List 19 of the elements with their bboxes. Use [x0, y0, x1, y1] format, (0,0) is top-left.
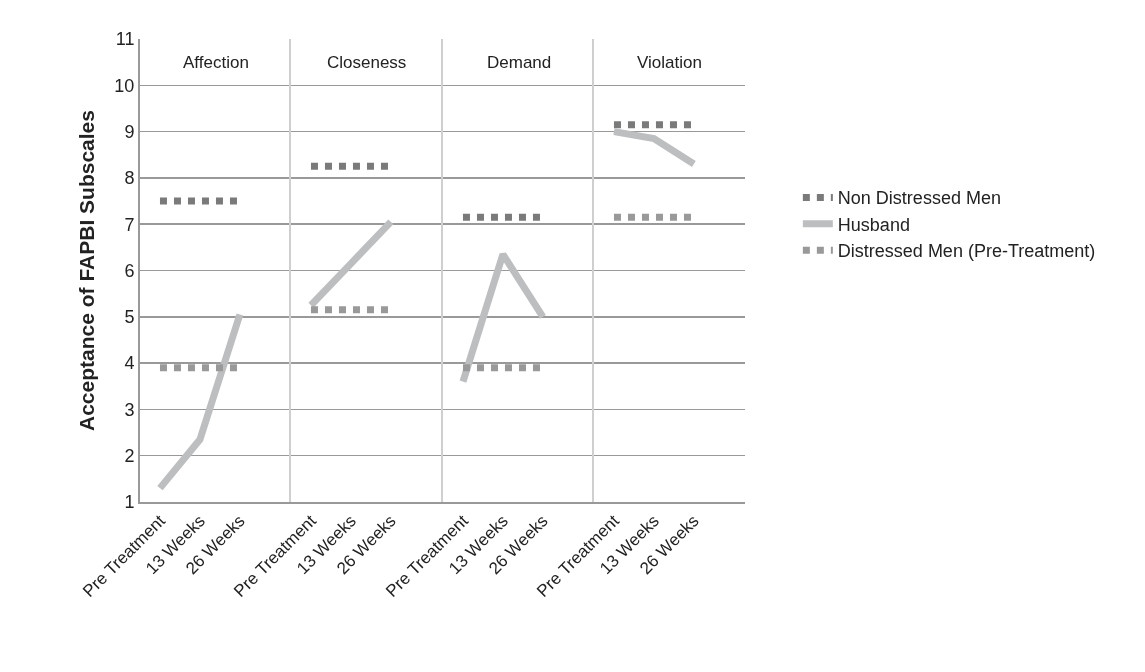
text: Demand	[487, 53, 552, 72]
legend-label: Non Distressed Men	[837, 188, 1001, 209]
y-tick-label: 9	[124, 121, 135, 142]
y-tick-label: 8	[124, 168, 135, 189]
text: Violation	[637, 53, 702, 72]
y-tick-label: 4	[124, 353, 135, 374]
y-tick-label: 7	[124, 214, 135, 235]
y-tick-label: 1	[124, 492, 135, 513]
text: Closeness	[327, 53, 407, 72]
y-tick-label: 10	[114, 75, 135, 96]
legend-label: Distressed Men (Pre-Treatment)	[837, 241, 1096, 262]
y-tick-label: 2	[124, 446, 135, 466]
text: Affection	[183, 53, 249, 72]
y-tick-label: 3	[124, 399, 135, 420]
y-tick-label: 11	[115, 29, 135, 50]
y-axis-title: Acceptance of FAPBI Subscales	[75, 110, 99, 431]
y-tick-label: 6	[124, 260, 135, 281]
y-tick-label: 5	[124, 307, 135, 328]
legend-label: Husband	[837, 214, 910, 235]
